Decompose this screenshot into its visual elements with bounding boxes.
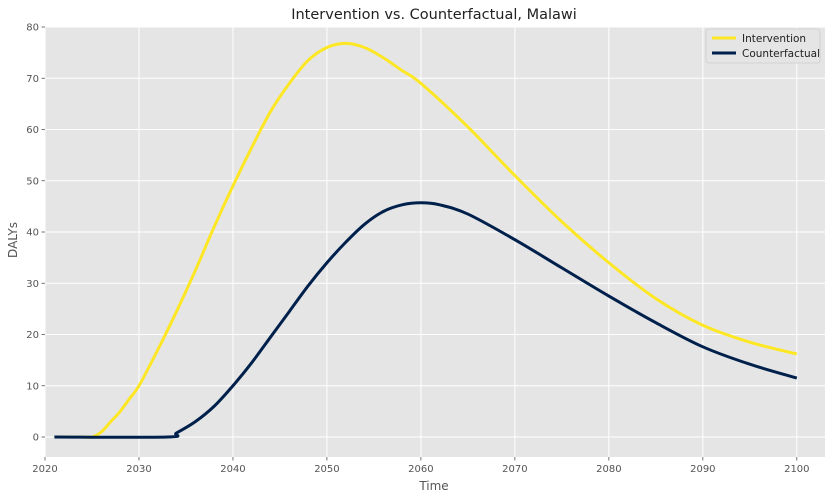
gridlines [44,26,825,457]
legend-label: Intervention [742,33,806,45]
x-tick-label: 2030 [126,464,151,475]
chart-title: Intervention vs. Counterfactual, Malawi [291,7,577,23]
series-line-counterfactual [54,201,798,439]
legend-label: Counterfactual [742,48,820,60]
legend: Intervention Counterfactual [705,28,821,64]
y-tick-label: 80 [26,23,39,34]
y-axis-ticks: 0 10 20 30 40 50 60 70 80 [26,23,45,444]
y-tick-label: 10 [26,381,39,392]
plot-area [45,27,825,457]
series-line-intervention [54,41,798,439]
x-tick-label: 2040 [220,464,245,475]
x-tick-label: 2020 [32,464,57,475]
x-tick-label: 2070 [502,464,527,475]
y-tick-label: 20 [26,330,39,341]
y-axis-label: DALYs [6,222,20,258]
series-lines [54,41,798,439]
y-tick-label: 60 [26,125,39,136]
x-tick-label: 2060 [408,464,433,475]
y-tick-label: 50 [26,176,39,187]
x-tick-label: 2090 [690,464,715,475]
x-tick-label: 2080 [596,464,621,475]
y-tick-label: 0 [33,433,39,444]
x-axis-ticks: 2020 2030 2040 2050 2060 2070 2080 2090 2100 [32,457,810,475]
x-tick-label: 2050 [314,464,339,475]
x-axis-label: Time [418,479,448,493]
y-tick-label: 70 [26,74,39,85]
y-tick-label: 40 [26,228,39,239]
y-tick-label: 30 [26,279,39,290]
x-tick-label: 2100 [784,464,809,475]
